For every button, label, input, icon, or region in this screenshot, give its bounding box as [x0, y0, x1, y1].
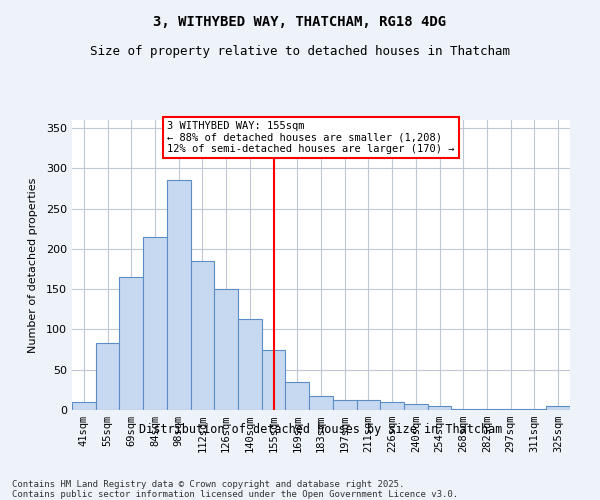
Bar — [238, 319, 262, 410]
Bar — [119, 277, 143, 410]
Bar — [96, 343, 119, 410]
Bar — [214, 289, 238, 410]
Bar — [475, 409, 499, 410]
Bar — [143, 237, 167, 410]
Bar — [499, 409, 523, 410]
Bar — [72, 402, 96, 410]
Text: 3, WITHYBED WAY, THATCHAM, RG18 4DG: 3, WITHYBED WAY, THATCHAM, RG18 4DG — [154, 15, 446, 29]
Text: Contains HM Land Registry data © Crown copyright and database right 2025.
Contai: Contains HM Land Registry data © Crown c… — [12, 480, 458, 500]
Text: Distribution of detached houses by size in Thatcham: Distribution of detached houses by size … — [139, 422, 503, 436]
Bar — [523, 409, 546, 410]
Bar — [356, 400, 380, 410]
Bar — [546, 406, 570, 410]
Bar — [262, 350, 286, 410]
Bar — [451, 409, 475, 410]
Bar — [309, 396, 333, 410]
Bar — [380, 402, 404, 410]
Bar — [286, 382, 309, 410]
Y-axis label: Number of detached properties: Number of detached properties — [28, 178, 38, 352]
Bar — [333, 400, 356, 410]
Bar — [428, 406, 451, 410]
Bar — [167, 180, 191, 410]
Text: Size of property relative to detached houses in Thatcham: Size of property relative to detached ho… — [90, 45, 510, 58]
Text: 3 WITHYBED WAY: 155sqm
← 88% of detached houses are smaller (1,208)
12% of semi-: 3 WITHYBED WAY: 155sqm ← 88% of detached… — [167, 121, 454, 154]
Bar — [191, 261, 214, 410]
Bar — [404, 404, 428, 410]
